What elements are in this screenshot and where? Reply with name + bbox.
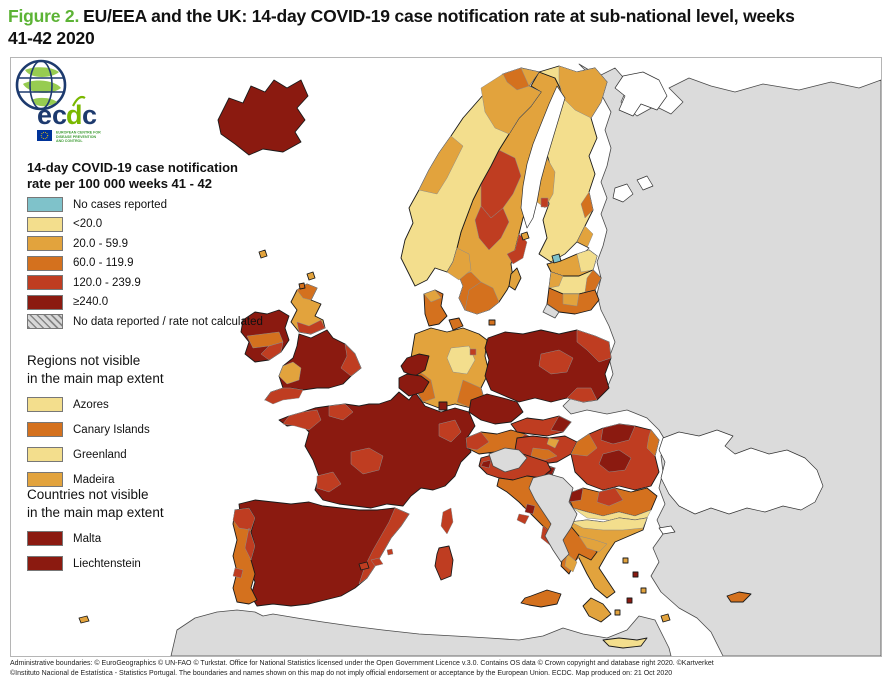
region-sweden — [446, 71, 564, 315]
ecdc-globe-icon — [15, 59, 67, 111]
region-ireland — [240, 309, 290, 363]
region-gotland — [508, 267, 522, 291]
legend-swatch-lt20 — [27, 216, 63, 232]
figure-title-text: EU/EEA and the UK: 14-day COVID-19 case … — [8, 6, 795, 49]
region-sicily — [520, 589, 562, 608]
sea-of-marmara — [658, 525, 676, 535]
figure-title: Figure 2. EU/EEA and the UK: 14-day COVID… — [8, 5, 823, 50]
region-portugal — [78, 507, 258, 624]
legend-swatch-liechtenstein — [27, 556, 63, 572]
legend-swatch-madeira — [27, 472, 63, 488]
legend-swatch-azores — [27, 397, 63, 413]
legend-item-60-119: 60.0 - 119.9 — [27, 255, 263, 271]
legend-item-azores: Azores — [27, 397, 237, 413]
region-denmark — [423, 289, 464, 331]
region-estonia — [546, 249, 598, 277]
svg-text:EUROPEAN CENTRE FOR: EUROPEAN CENTRE FOR — [56, 131, 101, 135]
svg-text:AND CONTROL: AND CONTROL — [56, 139, 83, 143]
legend-item-lt20: <20.0 — [27, 216, 263, 232]
legend-swatch-greenland — [27, 447, 63, 463]
region-slovakia — [510, 415, 572, 437]
region-finland — [536, 65, 608, 263]
region-kaliningrad — [542, 303, 560, 319]
region-faroe — [258, 249, 268, 259]
legend-swatch-60-119 — [27, 255, 63, 271]
gulf-of-bothnia — [520, 85, 566, 229]
region-spain — [238, 499, 410, 607]
region-sardinia — [434, 545, 454, 581]
legend-item-canary-islands: Canary Islands — [27, 422, 237, 438]
figure-label: Figure 2. — [8, 6, 80, 26]
region-luxembourg — [438, 401, 448, 411]
legend-item-20-59: 20.0 - 59.9 — [27, 236, 263, 251]
svg-text:d: d — [66, 100, 83, 130]
region-iceland — [217, 79, 309, 156]
legend-item-gte240: ≥240.0 — [27, 294, 263, 310]
region-united-kingdom — [264, 283, 362, 405]
region-rhodes — [660, 613, 671, 623]
legend-item-120-239: 120.0 - 239.9 — [27, 275, 263, 290]
region-aland — [520, 231, 530, 241]
legend-item-malta: Malta — [27, 531, 237, 547]
countries-legend-title: Countries not visible in the main map ex… — [27, 487, 164, 520]
rate-legend-title: 14-day COVID-19 case notification rate p… — [27, 160, 238, 192]
region-norway — [400, 67, 542, 287]
legend-swatch-120-239 — [27, 275, 63, 290]
region-germany — [410, 327, 490, 409]
ecdc-logo: e c d c EUROPEAN CENTRE FOR DISEASE PREV… — [15, 59, 101, 144]
region-western-balkans — [528, 473, 578, 563]
region-cyprus — [726, 591, 752, 603]
svg-text:c: c — [52, 100, 68, 130]
regions-legend-title: Regions not visible in the main map exte… — [27, 353, 164, 386]
europe-map-svg — [11, 58, 881, 656]
region-hiiumaa-no-cases — [551, 253, 562, 264]
ecdc-logo-subtitle: EUROPEAN CENTRE FOR DISEASE PREVENTION A… — [56, 131, 101, 144]
legend-swatch-20-59 — [27, 236, 63, 251]
region-poland — [484, 329, 612, 403]
black-sea — [658, 429, 824, 515]
lake-ladoga — [612, 183, 634, 203]
svg-text:c: c — [82, 100, 98, 130]
map-attribution: Administrative boundaries: © EuroGeograp… — [10, 659, 886, 679]
region-balearics — [358, 561, 370, 571]
legend-swatch-canary-islands — [27, 422, 63, 438]
eu-flag-icon — [37, 130, 52, 141]
svg-text:DISEASE PREVENTION: DISEASE PREVENTION — [56, 135, 97, 139]
legend-item-no-cases: No cases reported — [27, 197, 263, 212]
countries-not-visible-legend: Countries not visible in the main map ex… — [27, 486, 237, 572]
attribution-line-2: ©Instituto Nacional de Estatística - Sta… — [10, 670, 673, 678]
regions-not-visible-legend: Regions not visible in the main map exte… — [27, 352, 237, 488]
region-orkney — [298, 282, 306, 290]
region-switzerland — [488, 447, 528, 473]
svg-text:e: e — [37, 100, 53, 130]
attribution-line-1: Administrative boundaries: © EuroGeograp… — [10, 660, 714, 667]
europe-choropleth-map: e c d c EUROPEAN CENTRE FOR DISEASE PREV… — [10, 57, 882, 657]
region-crete — [602, 637, 648, 649]
white-sea — [614, 71, 668, 117]
region-france — [278, 391, 476, 535]
legend-item-madeira: Madeira — [27, 472, 237, 488]
legend-item-greenland: Greenland — [27, 447, 237, 463]
legend-swatch-malta — [27, 531, 63, 547]
region-wales — [278, 361, 302, 385]
legend-swatch-gte240 — [27, 294, 63, 310]
legend-swatch-no-data — [27, 314, 63, 329]
region-madeira — [78, 615, 90, 624]
region-belgium — [398, 373, 430, 397]
region-romania — [570, 423, 660, 491]
rate-legend: 14-day COVID-19 case notification rate p… — [27, 160, 263, 329]
region-czechia — [468, 393, 524, 425]
region-shetland — [306, 271, 316, 281]
legend-swatch-no-cases — [27, 197, 63, 212]
region-bornholm — [488, 319, 496, 326]
region-north-africa — [170, 609, 672, 656]
ecdc-wordmark: e c d c — [37, 95, 98, 130]
region-bulgaria — [566, 487, 658, 523]
legend-item-no-data: No data reported / rate not calculated — [27, 314, 263, 329]
legend-item-liechtenstein: Liechtenstein — [27, 556, 237, 572]
lake-onega — [636, 175, 654, 191]
